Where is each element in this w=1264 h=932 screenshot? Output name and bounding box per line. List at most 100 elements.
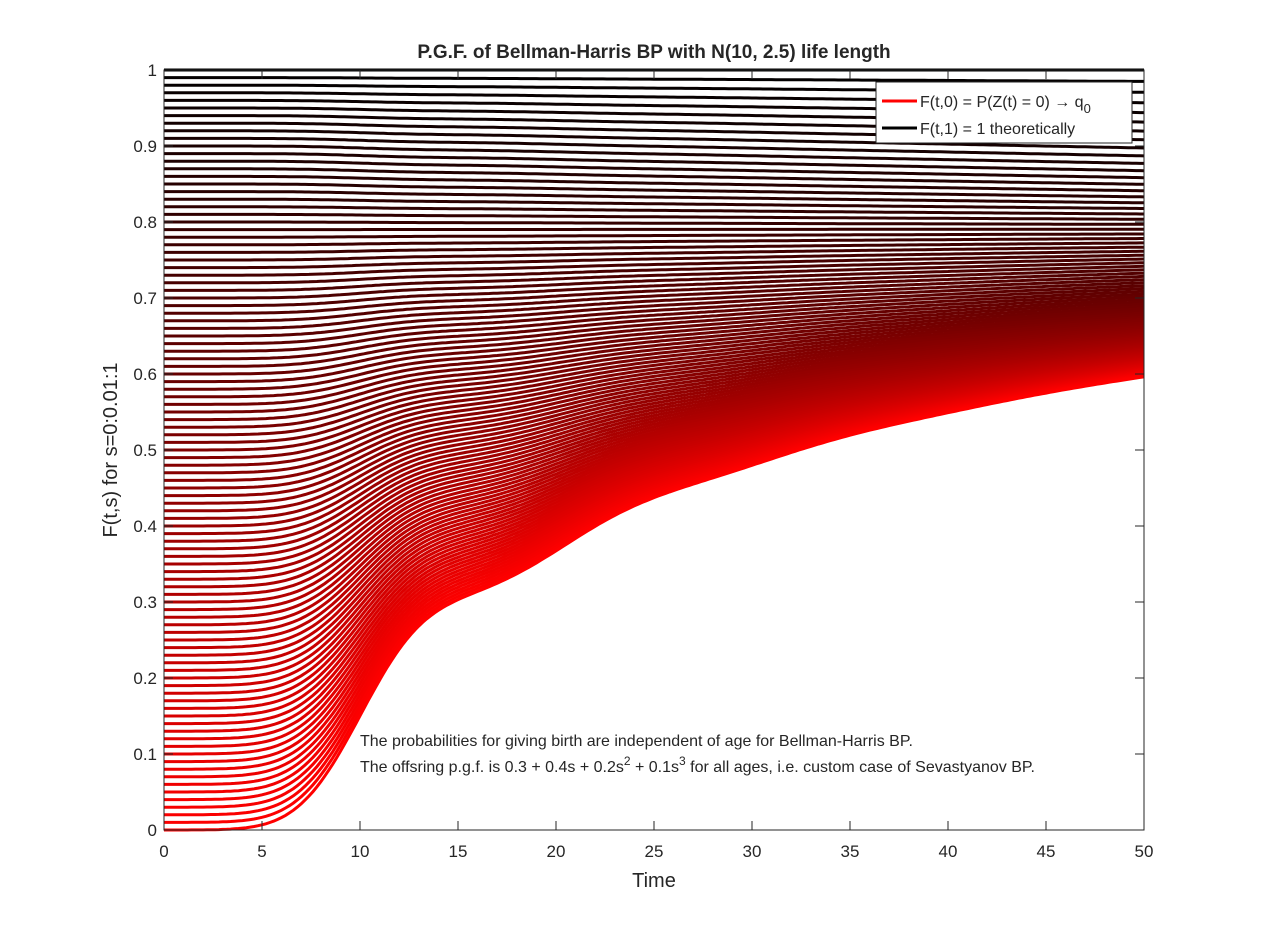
curve-s-0.67: [164, 274, 1145, 323]
curve-s-0.52: [164, 313, 1145, 437]
curve-s-0.84: [164, 190, 1144, 205]
curve-s-0.39: [164, 336, 1145, 536]
curve-s-0.81: [164, 212, 1145, 221]
curve-s-0.70: [164, 264, 1145, 300]
curve-s-0.75: [164, 245, 1144, 262]
curve-s-0.72: [164, 257, 1145, 285]
curve-s-0.54: [164, 309, 1145, 422]
curve-s-0.91: [164, 136, 1145, 158]
curve-s-0.61: [164, 292, 1145, 368]
annotation-line-2: The offsring p.g.f. is 0.3 + 0.4s + 0.2s…: [360, 754, 1035, 776]
curve-s-0.53: [164, 311, 1145, 429]
y-tick-label: 0.7: [133, 289, 157, 308]
x-tick-label: 40: [939, 842, 958, 861]
y-axis-ticks: 0 0.1 0.2 0.3 0.4 0.5 0.6 0.7 0.8 0.9 1: [133, 61, 1144, 840]
legend-entry-black: F(t,1) = 1 theoretically: [920, 121, 1075, 138]
x-tick-label: 30: [743, 842, 762, 861]
curve-s-0.82: [164, 205, 1144, 216]
curve-s-0.35: [164, 342, 1145, 566]
x-tick-label: 25: [645, 842, 664, 861]
curve-s-0.76: [164, 241, 1144, 254]
curve-s-0.58: [164, 300, 1145, 391]
x-tick-label: 50: [1135, 842, 1154, 861]
legend-entry-red-text: F(t,0) = P(Z(t) = 0) → q: [920, 94, 1084, 111]
curve-s-0.31: [164, 347, 1145, 596]
curve-s-0.43: [164, 330, 1145, 505]
y-axis-label: F(t,s) for s=0:0.01:1: [100, 362, 122, 537]
legend-entry-red-subscript: 0: [1084, 101, 1091, 116]
legend-entry-red: F(t,0) = P(Z(t) = 0) → q0: [920, 94, 1091, 116]
curve-s-0.83: [164, 197, 1144, 210]
x-axis-label: Time: [632, 870, 676, 892]
legend-box: [875, 81, 1133, 144]
x-tick-label: 20: [547, 842, 566, 861]
chart-title: P.G.F. of Bellman-Harris BP with N(10, 2…: [417, 42, 890, 63]
curve-s-0.88: [164, 159, 1145, 180]
curve-s-0.77: [164, 237, 1144, 247]
y-tick-label: 0.6: [133, 365, 157, 384]
curve-s-0.34: [164, 343, 1145, 574]
curve-s-0.66: [164, 278, 1145, 330]
curve-s-0.56: [164, 304, 1145, 406]
y-tick-label: 0.5: [133, 441, 157, 460]
y-tick-label: 0.1: [133, 745, 157, 764]
curve-s-0.78: [164, 232, 1144, 239]
legend: F(t,0) = P(Z(t) = 0) → q0 F(t,1) = 1 the…: [875, 81, 1133, 144]
curve-s-0.37: [164, 339, 1145, 551]
annotation-2-part-1: The offsring p.g.f. is 0.3 + 0.4s + 0.2s: [360, 759, 624, 776]
curve-s-0.51: [164, 315, 1145, 444]
curve-s-0.89: [164, 152, 1145, 173]
y-tick-label: 0.9: [133, 137, 157, 156]
curve-s-0.69: [164, 268, 1145, 308]
annotation-2-part-2: + 0.1s: [631, 759, 679, 776]
curve-s-0.42: [164, 331, 1145, 513]
x-axis-ticks: 0 5 10 15 20 25 30 35 40 45 50: [159, 70, 1153, 861]
curve-s-0.49: [164, 319, 1145, 460]
y-tick-label: 1: [148, 61, 157, 80]
curve-s-0.36: [164, 340, 1145, 558]
curve-s-0.32: [164, 345, 1145, 589]
curve-s-0.33: [164, 344, 1145, 581]
curve-s-0.80: [164, 220, 1144, 226]
curve-s-0.60: [164, 295, 1145, 376]
curve-s-0.45: [164, 326, 1145, 490]
curve-s-0.74: [164, 249, 1144, 270]
curve-s-0.40: [164, 334, 1145, 528]
curve-s-0.00: [164, 375, 1145, 832]
y-tick-label: 0.4: [133, 517, 157, 536]
curve-s-0.86: [164, 174, 1144, 193]
curve-s-0.71: [164, 261, 1145, 292]
curve-s-0.73: [164, 253, 1145, 277]
curve-s-0.64: [164, 284, 1145, 346]
curve-s-0.38: [164, 337, 1145, 543]
x-tick-label: 5: [257, 842, 266, 861]
y-tick-label: 0.3: [133, 593, 157, 612]
curve-s-0.92: [164, 129, 1145, 150]
curve-s-0.90: [164, 144, 1144, 165]
y-tick-label: 0.2: [133, 669, 157, 688]
annotation-2-sup-1: 2: [624, 754, 631, 768]
annotation-line-1: The probabilities for giving birth are i…: [360, 733, 913, 750]
annotation-2-part-3: for all ages, i.e. custom case of Sevast…: [686, 759, 1035, 776]
x-tick-label: 0: [159, 842, 168, 861]
curve-s-0.41: [164, 333, 1145, 520]
x-tick-label: 45: [1037, 842, 1056, 861]
curve-s-0.85: [164, 182, 1145, 199]
curve-s-0.48: [164, 321, 1145, 467]
curve-s-0.47: [164, 323, 1145, 475]
curve-s-0.50: [164, 317, 1145, 452]
y-tick-label: 0.8: [133, 213, 157, 232]
x-tick-label: 10: [351, 842, 370, 861]
x-tick-label: 35: [841, 842, 860, 861]
curve-s-0.44: [164, 328, 1145, 498]
curve-s-0.62: [164, 289, 1145, 361]
curve-s-0.57: [164, 302, 1145, 399]
curve-group: [164, 68, 1145, 832]
x-tick-label: 15: [449, 842, 468, 861]
curve-s-0.68: [164, 271, 1145, 315]
curve-s-0.46: [164, 325, 1145, 482]
annotation-2-sup-2: 3: [679, 754, 686, 768]
curve-s-0.63: [164, 286, 1145, 353]
curve-s-0.87: [164, 167, 1144, 186]
